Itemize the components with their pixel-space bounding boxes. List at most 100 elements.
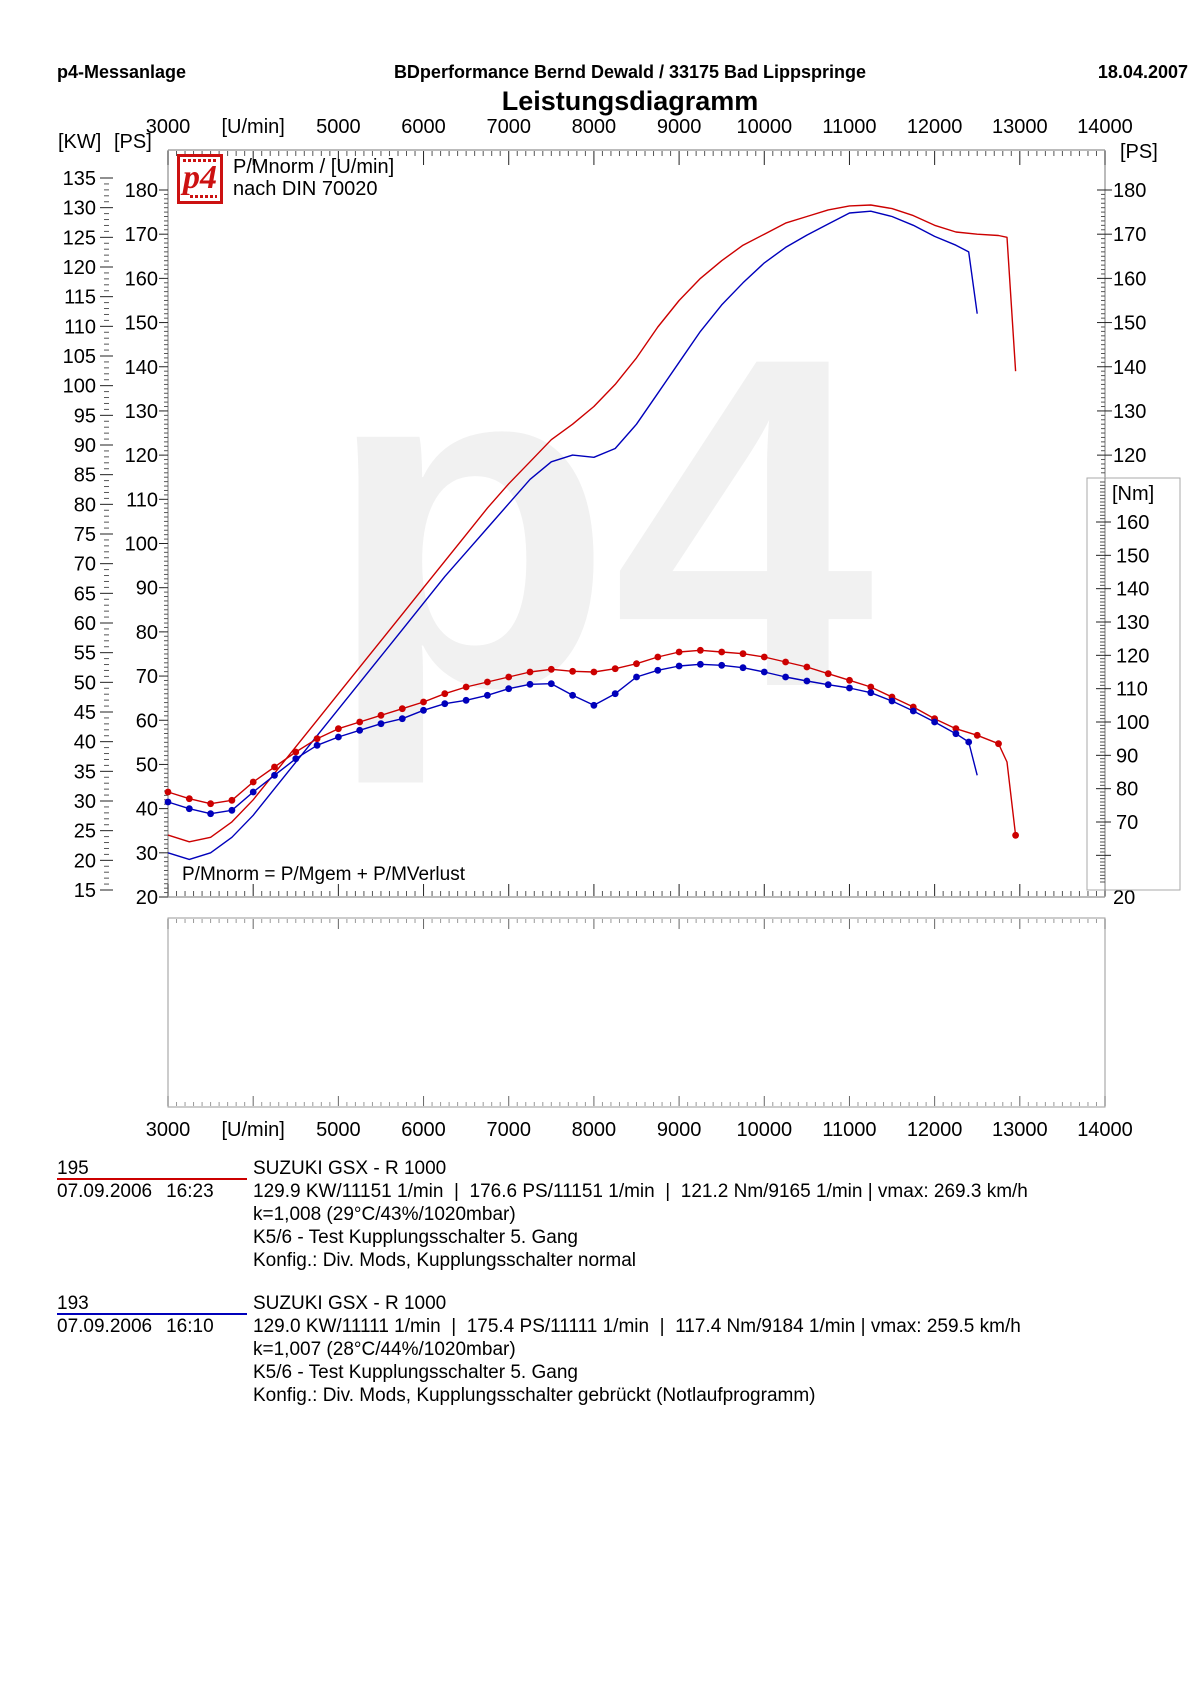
run-time: 16:10 xyxy=(166,1316,214,1337)
svg-text:7000: 7000 xyxy=(486,1119,531,1141)
svg-text:50: 50 xyxy=(74,672,96,694)
svg-text:100: 100 xyxy=(1116,712,1149,734)
svg-text:110: 110 xyxy=(1116,679,1148,701)
svg-text:5000: 5000 xyxy=(316,116,361,138)
report-date: 18.04.2007 xyxy=(1097,62,1188,82)
svg-text:130: 130 xyxy=(1116,612,1149,634)
svg-text:7000: 7000 xyxy=(486,116,531,138)
nm-axis-panel: 70 80 90 100 110 120 130 140 150 160 [Nm] xyxy=(1086,477,1181,891)
run-correction: k=1,008 (29°C/43%/1020mbar) xyxy=(253,1204,516,1225)
legend-line-2: nach DIN 70020 xyxy=(233,178,378,200)
svg-text:12000: 12000 xyxy=(907,116,963,138)
svg-text:60: 60 xyxy=(136,710,158,732)
svg-text:90: 90 xyxy=(1116,745,1138,767)
svg-text:85: 85 xyxy=(74,465,96,487)
svg-text:150: 150 xyxy=(1113,313,1146,335)
run-configuration: Konfig.: Div. Mods, Kupplungsschalter ge… xyxy=(253,1385,816,1406)
svg-text:9000: 9000 xyxy=(657,116,702,138)
run-result-values: 129.0 KW/11111 1/min | 175.4 PS/11111 1/… xyxy=(253,1316,1021,1337)
torque-curve-193 xyxy=(164,660,978,818)
power-curve-193 xyxy=(167,210,978,861)
svg-text:160: 160 xyxy=(125,268,158,290)
svg-text:6000: 6000 xyxy=(401,116,446,138)
svg-text:p4: p4 xyxy=(326,260,877,788)
svg-text:170: 170 xyxy=(1113,224,1146,246)
svg-text:70: 70 xyxy=(136,666,158,688)
svg-text:[PS]: [PS] xyxy=(114,131,152,153)
svg-text:9000: 9000 xyxy=(657,1119,702,1141)
svg-text:100: 100 xyxy=(125,534,158,556)
svg-text:100: 100 xyxy=(63,376,96,398)
svg-text:14000: 14000 xyxy=(1077,1119,1133,1141)
run-datetime: 07.09.2006 16:23 xyxy=(57,1180,214,1203)
svg-text:25: 25 xyxy=(74,821,96,843)
svg-text:130: 130 xyxy=(125,401,158,423)
svg-text:120: 120 xyxy=(1116,645,1149,667)
run-result-values: 129.9 KW/11151 1/min | 176.6 PS/11151 1/… xyxy=(253,1181,1028,1202)
svg-text:95: 95 xyxy=(74,405,96,427)
svg-text:20: 20 xyxy=(74,850,96,872)
svg-text:35: 35 xyxy=(74,761,96,783)
svg-text:140: 140 xyxy=(1116,579,1149,601)
svg-text:150: 150 xyxy=(125,313,158,335)
p4-logo-tiny-text-top xyxy=(183,159,217,162)
svg-text:[KW]: [KW] xyxy=(58,131,101,153)
svg-text:60: 60 xyxy=(74,613,96,635)
svg-text:110: 110 xyxy=(64,316,96,338)
app-name: p4-Messanlage xyxy=(57,62,187,82)
svg-text:130: 130 xyxy=(1113,401,1146,423)
p4-logo-text: p4 xyxy=(183,159,217,196)
svg-text:50: 50 xyxy=(136,754,158,776)
run-id-underline xyxy=(57,1313,247,1315)
run-date: 07.09.2006 xyxy=(57,1181,153,1202)
svg-text:120: 120 xyxy=(63,257,96,279)
run-result-block: 193 SUZUKI GSX - R 1000 07.09.2006 16:10 … xyxy=(57,1292,1182,1407)
kw-axis: 15 20 25 30 35 40 45 50 55 60 65 70 75 80 85 90 95 100 105… xyxy=(58,131,113,902)
svg-text:160: 160 xyxy=(1116,512,1149,534)
svg-text:140: 140 xyxy=(1113,357,1146,379)
svg-text:90: 90 xyxy=(74,435,96,457)
run-result-block: 195 SUZUKI GSX - R 1000 07.09.2006 16:23 … xyxy=(57,1157,1182,1272)
svg-text:40: 40 xyxy=(136,799,158,821)
svg-text:10000: 10000 xyxy=(736,1119,792,1141)
svg-text:125: 125 xyxy=(63,227,96,249)
p4-logo-tiny-text-bottom xyxy=(190,195,217,198)
svg-text:70: 70 xyxy=(74,554,96,576)
ps-axis-left: 20 30 40 50 60 70 80 90 100 110 120 130 140 150 160 170… xyxy=(114,131,168,909)
svg-text:30: 30 xyxy=(74,791,96,813)
svg-text:[U/min]: [U/min] xyxy=(222,1119,285,1141)
lower-chart-box xyxy=(167,917,1106,1108)
svg-text:[U/min]: [U/min] xyxy=(222,116,285,138)
p4-watermark: p4 xyxy=(326,260,877,788)
svg-text:180: 180 xyxy=(1113,180,1146,202)
svg-text:8000: 8000 xyxy=(572,116,617,138)
svg-text:10000: 10000 xyxy=(736,116,792,138)
run-configuration: Konfig.: Div. Mods, Kupplungsschalter no… xyxy=(253,1250,636,1271)
run-vehicle: SUZUKI GSX - R 1000 xyxy=(253,1158,447,1179)
chart-legend: p4 P/Mnorm / [U/min] nach DIN 70020 xyxy=(177,154,394,204)
svg-text:120: 120 xyxy=(1113,445,1146,467)
svg-text:11000: 11000 xyxy=(822,116,876,138)
svg-text:110: 110 xyxy=(126,489,158,511)
svg-text:135: 135 xyxy=(63,168,96,190)
run-date: 07.09.2006 xyxy=(57,1316,153,1337)
svg-text:8000: 8000 xyxy=(572,1119,617,1141)
svg-text:150: 150 xyxy=(1116,545,1149,567)
svg-text:12000: 12000 xyxy=(907,1119,963,1141)
ps-axis-right: 180 170 160 150 140 130 120 20 [PS] xyxy=(1097,141,1158,909)
run-correction: k=1,007 (28°C/44%/1020mbar) xyxy=(253,1339,516,1360)
svg-text:[PS]: [PS] xyxy=(1120,141,1158,163)
p4-logo: p4 xyxy=(177,154,223,204)
svg-text:70: 70 xyxy=(1116,812,1138,834)
svg-text:90: 90 xyxy=(136,578,158,600)
run-datetime: 07.09.2006 16:10 xyxy=(57,1315,214,1338)
svg-text:14000: 14000 xyxy=(1077,116,1133,138)
svg-text:80: 80 xyxy=(136,622,158,644)
power-curve-195 xyxy=(167,204,1017,843)
run-id: 195 xyxy=(57,1158,89,1179)
svg-text:75: 75 xyxy=(74,524,96,546)
run-test-description: K5/6 - Test Kupplungsschalter 5. Gang xyxy=(253,1227,578,1248)
svg-text:80: 80 xyxy=(1116,779,1138,801)
rpm-axis-labels: 3000 3000 [U/min] [U/min] 5000 5000 6000 6000 70… xyxy=(146,116,1133,1141)
